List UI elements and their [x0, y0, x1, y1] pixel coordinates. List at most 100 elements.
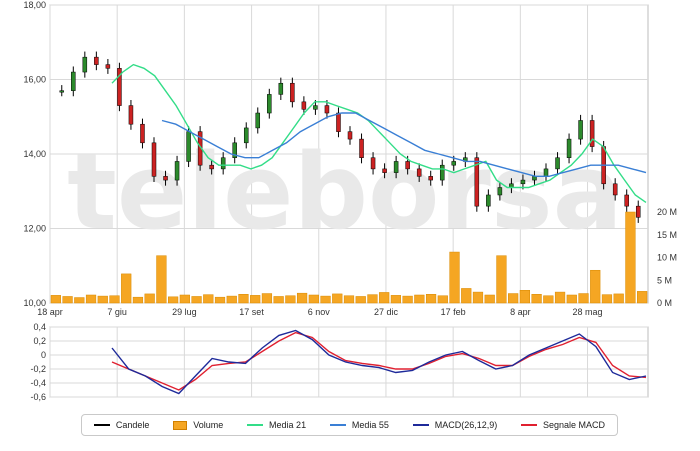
- candle-body: [232, 142, 237, 158]
- legend-item-media-55[interactable]: Media 55: [329, 420, 389, 430]
- volume-bar: [121, 273, 132, 304]
- candle-body: [624, 194, 629, 207]
- volume-bar: [566, 294, 577, 304]
- volume-bar: [214, 296, 226, 304]
- legend-item-candele[interactable]: Candele: [93, 420, 150, 430]
- candle-body: [589, 120, 595, 147]
- volume-bar: [156, 255, 167, 304]
- candle-body: [382, 168, 387, 173]
- candle-body: [82, 56, 88, 73]
- volume-bar: [554, 291, 566, 304]
- volume-bar: [296, 292, 308, 304]
- volume-bar: [132, 296, 144, 304]
- y-tick-label: 18,00: [23, 0, 46, 10]
- candle-body: [370, 157, 376, 170]
- volume-bar: [437, 295, 448, 304]
- candle-body: [151, 142, 157, 177]
- candle-body: [336, 112, 341, 132]
- candle-body: [59, 90, 65, 93]
- volume-bar: [62, 296, 73, 304]
- candle-body: [313, 105, 318, 110]
- volume-bar: [414, 294, 425, 304]
- volume-bar: [168, 296, 179, 304]
- x-tick-label: 27 dic: [374, 307, 399, 317]
- volume-tick-label: 10 M: [657, 253, 677, 263]
- candle-body: [393, 161, 399, 173]
- legend-item-segnale-macd[interactable]: Segnale MACD: [521, 420, 605, 430]
- legend-item-macd[interactable]: MACD(26,12,9): [412, 420, 498, 430]
- x-tick-label: 17 feb: [441, 307, 466, 317]
- volume-bar: [343, 295, 355, 304]
- legend-item-media-21[interactable]: Media 21: [247, 420, 306, 430]
- candle-body: [186, 131, 191, 162]
- candle-body: [174, 161, 180, 181]
- legend-item-volume[interactable]: Volume: [173, 420, 223, 430]
- x-tick-label: 29 lug: [172, 307, 197, 317]
- macd-lines: [111, 329, 647, 395]
- candle-body: [612, 183, 618, 196]
- volume-tick-label: 20 M: [657, 207, 677, 217]
- legend-swatch: [412, 424, 429, 426]
- moving-averages: [111, 63, 647, 203]
- volume-bar: [238, 294, 249, 304]
- volume-bar: [203, 294, 214, 304]
- candle-body: [324, 105, 330, 114]
- volume-bar: [367, 294, 378, 304]
- volume-bar: [379, 292, 390, 304]
- legend-label: Candele: [115, 420, 150, 430]
- macd-tick-label: -0,6: [30, 392, 46, 402]
- volume-bar: [179, 294, 190, 304]
- volume-bar: [543, 295, 554, 304]
- candle-body: [566, 138, 572, 158]
- volume-tick-label: 15 M: [657, 230, 677, 240]
- y-tick-label: 10,00: [23, 298, 46, 308]
- watermark: teleborsa: [67, 131, 623, 253]
- media-21-line: [111, 63, 647, 203]
- x-tick-label: 28 mag: [573, 307, 603, 317]
- watermark-text: teleborsa: [67, 131, 623, 253]
- macd-tick-label: -0,4: [30, 378, 46, 388]
- candle-body: [301, 101, 307, 110]
- candle-body: [71, 71, 76, 91]
- volume-bar: [191, 296, 202, 304]
- candle-body: [451, 161, 457, 166]
- candle-body: [497, 187, 503, 196]
- volume-bars: [50, 211, 648, 304]
- candle-body: [635, 205, 641, 218]
- volume-bar: [613, 293, 624, 304]
- candle-body: [140, 123, 145, 144]
- candle-body: [439, 164, 445, 181]
- volume-tick-label: 0 M: [657, 298, 672, 308]
- legend-label: Volume: [193, 420, 224, 430]
- volume-bar: [320, 295, 331, 304]
- candles: [59, 51, 641, 223]
- legend-label: Media 55: [351, 420, 389, 430]
- candle-body: [520, 179, 526, 185]
- y-tick-label: 14,00: [23, 149, 46, 159]
- candle-body: [278, 82, 284, 95]
- x-tick-label: 18 apr: [37, 307, 63, 317]
- candle-body: [209, 164, 214, 170]
- volume-bar: [402, 295, 413, 304]
- volume-bar: [109, 295, 120, 304]
- candle-body: [347, 131, 353, 140]
- volume-bar: [144, 293, 155, 304]
- candle-body: [405, 161, 410, 170]
- x-tick-label: 8 apr: [510, 307, 531, 317]
- macd-tick-label: 0: [41, 350, 46, 360]
- x-tick-label: 17 set: [239, 307, 264, 317]
- price-axis: 10,00 12,00 14,00 16,00 18,00: [23, 0, 46, 308]
- date-axis: 18 apr 7 giu 29 lug 17 set 6 nov 27 dic 17 feb…: [37, 307, 602, 317]
- legend: Candele Volume Media 21 Media 55 MACD(26…: [81, 414, 618, 436]
- volume-bar: [590, 269, 601, 304]
- volume-bar: [601, 294, 613, 304]
- volume-bar: [484, 294, 495, 304]
- candle-body: [220, 157, 226, 170]
- candle-body: [163, 176, 168, 181]
- legend-label: MACD(26,12,9): [434, 420, 498, 430]
- candle-body: [105, 64, 111, 69]
- volume-bar: [273, 296, 284, 304]
- volume-bar: [355, 296, 366, 304]
- volume-bar: [250, 295, 261, 304]
- volume-bar: [390, 295, 402, 304]
